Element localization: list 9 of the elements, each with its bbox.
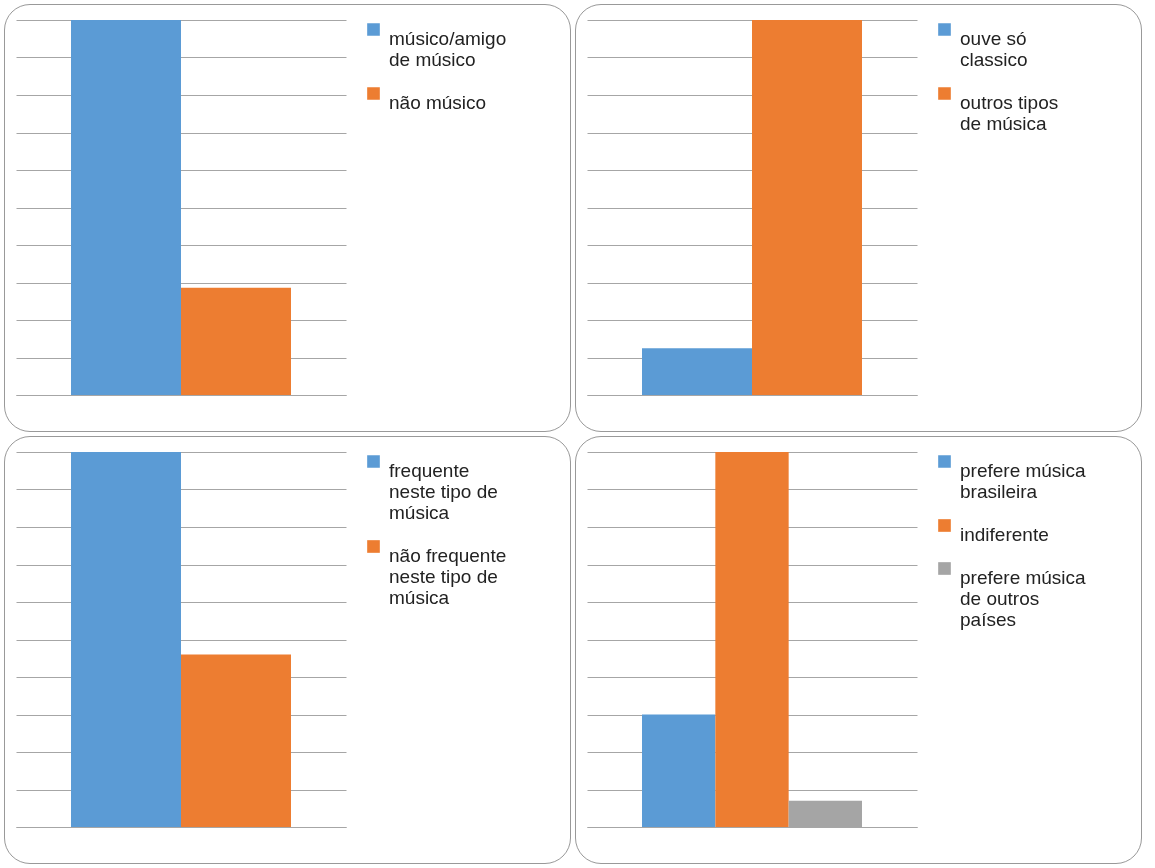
legend-label: ouve só classico [960,27,1028,70]
legend-label: não músico [389,91,487,113]
legend-label: músico/amigo de músico [389,27,507,70]
legend-label: outros tipos de música [960,91,1059,134]
legend-label: prefere música de outros países [960,566,1087,630]
legend-label: prefere música brasileira [960,459,1087,502]
legend-label: não frequente neste tipo de música [389,544,507,608]
legend-label: frequente neste tipo de música [389,459,498,523]
legend-label: indiferente [960,523,1049,545]
